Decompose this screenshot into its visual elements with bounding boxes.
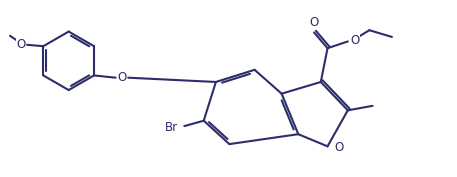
Text: O: O	[16, 38, 26, 51]
Text: O: O	[309, 16, 319, 29]
Text: O: O	[350, 34, 359, 47]
Text: O: O	[117, 71, 127, 84]
Text: Br: Br	[165, 121, 178, 134]
Text: O: O	[334, 141, 344, 154]
